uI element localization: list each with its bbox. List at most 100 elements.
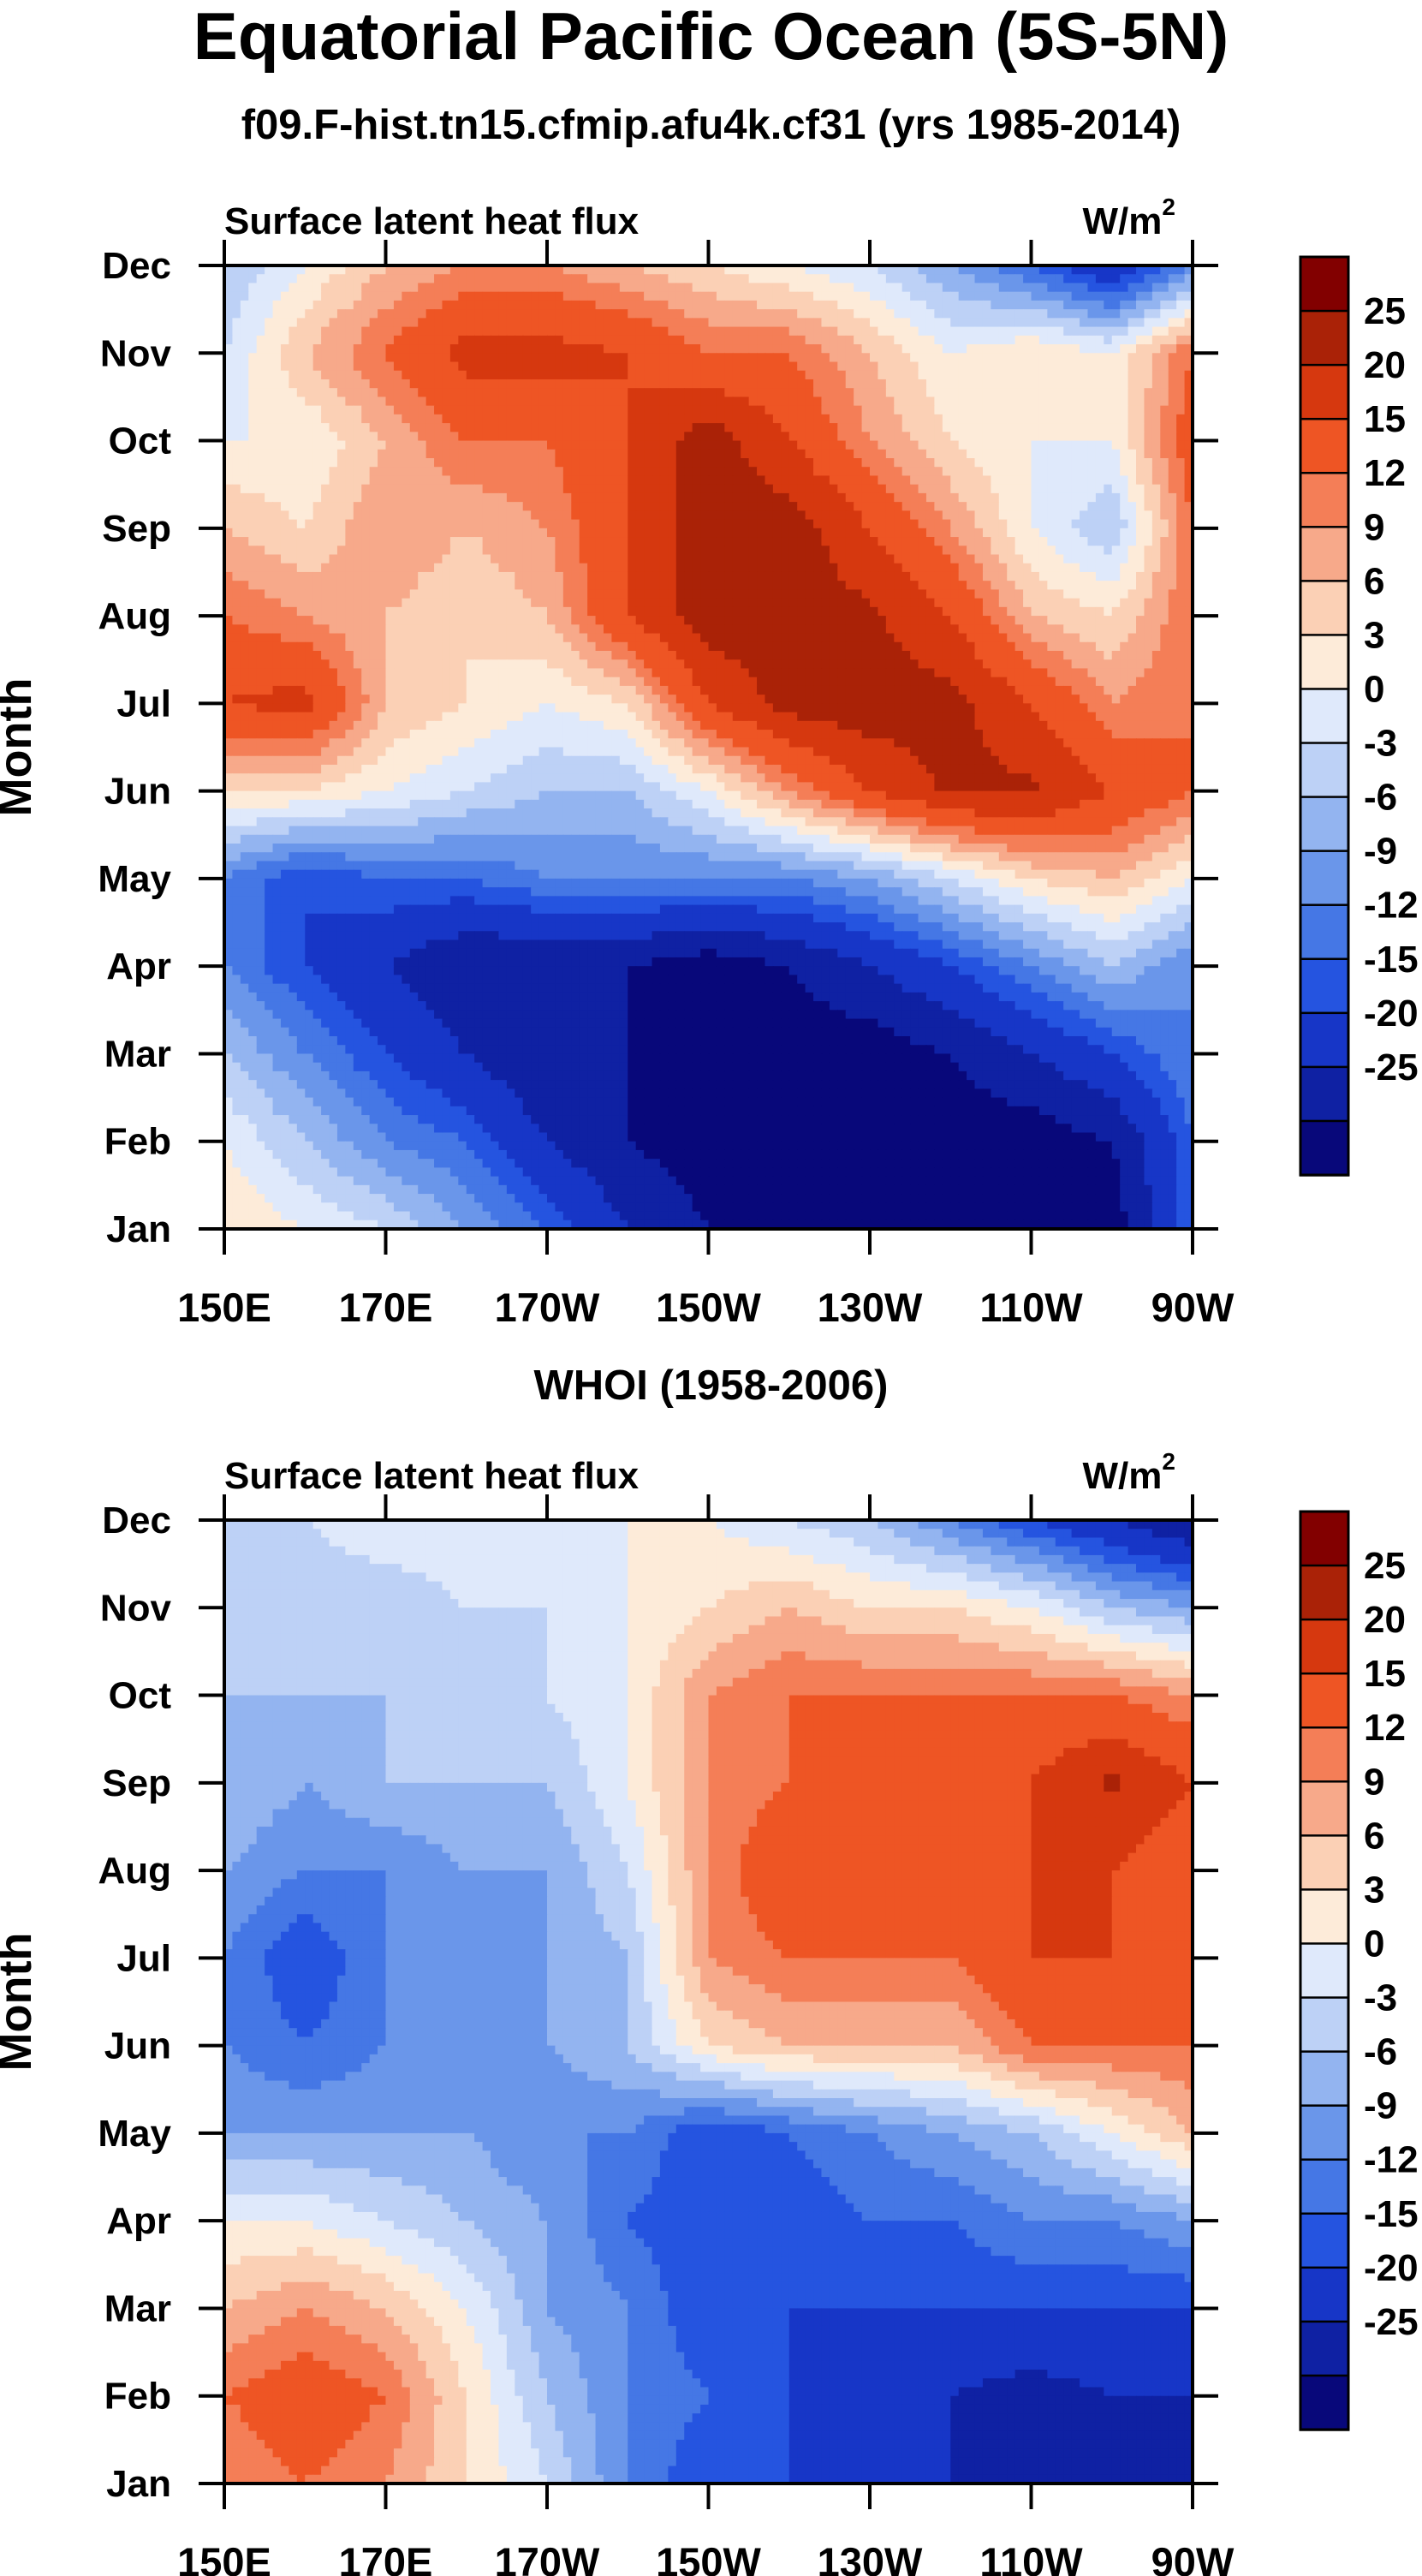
contour-cell [659,519,669,529]
contour-cell [635,397,645,407]
contour-cell [280,300,290,310]
contour-cell [1080,546,1089,556]
contour-cell [1184,397,1193,407]
contour-cell [910,554,919,564]
contour-cell [1120,598,1129,608]
contour-cell [619,624,628,635]
contour-cell [700,458,710,468]
contour-cell [628,291,637,301]
contour-cell [1047,309,1056,319]
contour-cell [1071,563,1080,573]
contour-cell [353,274,362,284]
contour-cell [1184,528,1193,538]
contour-cell [821,467,830,477]
contour-cell [732,300,741,310]
contour-cell [289,467,298,477]
contour-cell [998,606,1008,617]
contour-cell [991,265,1000,275]
contour-cell [272,510,282,521]
contour-cell [345,440,354,450]
contour-cell [741,537,750,546]
contour-cell [562,397,572,407]
contour-cell [240,379,249,389]
contour-cell [280,309,290,319]
contour-cell [901,405,911,415]
contour-cell [684,571,693,581]
contour-cell [603,414,613,424]
contour-cell [579,344,588,354]
contour-cell [901,519,911,529]
contour-cell [950,510,960,521]
contour-cell [515,624,524,635]
contour-cell [1184,309,1193,319]
contour-cell [272,318,282,328]
contour-cell [974,554,984,564]
contour-cell [1063,598,1073,608]
contour-cell [1071,589,1080,599]
contour-cell [1014,616,1024,625]
contour-cell [256,546,265,556]
contour-cell [950,423,960,432]
contour-cell [628,388,637,398]
contour-cell [1176,265,1186,275]
contour-cell [1087,475,1097,486]
contour-cell [950,554,960,564]
contour-cell [409,528,419,538]
contour-cell [482,528,491,538]
contour-cell [1014,370,1024,380]
contour-cell [998,458,1008,468]
contour-cell [393,624,402,635]
contour-cell [579,484,588,494]
contour-cell [974,414,984,424]
contour-cell [925,606,935,617]
contour-cell [684,379,693,389]
contour-cell [829,397,838,407]
contour-cell [732,432,741,442]
contour-cell [974,274,984,284]
contour-cell [458,370,467,380]
contour-cell [1014,528,1024,538]
contour-cell [675,344,685,354]
contour-cell [934,432,943,442]
contour-cell [885,475,895,486]
contour-cell [635,510,645,521]
contour-cell [369,353,378,363]
contour-cell [402,484,411,494]
contour-cell [741,571,750,581]
contour-cell [506,519,515,529]
contour-cell [1087,379,1097,389]
contour-cell [991,414,1000,424]
contour-cell [248,502,258,511]
contour-cell [1031,370,1040,380]
contour-cell [1176,291,1186,301]
contour-cell [974,432,984,442]
contour-cell [1104,510,1113,521]
contour-cell [1095,440,1104,450]
contour-cell [878,449,887,459]
contour-cell [772,581,782,591]
contour-cell [1071,432,1080,442]
contour-cell [1038,606,1048,617]
contour-cell [305,502,314,511]
contour-cell [425,318,435,328]
contour-cell [659,344,669,354]
contour-cell [788,344,798,354]
contour-cell [925,274,935,284]
contour-cell [491,414,500,424]
contour-cell [1160,353,1169,363]
contour-cell [741,283,750,293]
contour-cell [289,274,298,284]
contour-cell [409,510,419,521]
contour-cell [716,318,725,328]
contour-cell [741,370,750,380]
contour-cell [797,283,806,293]
contour-cell [788,318,798,328]
contour-cell [418,598,427,608]
contour-cell [458,502,467,511]
contour-cell [878,300,887,310]
contour-cell [321,554,330,564]
contour-cell [741,274,750,284]
contour-cell [837,502,847,511]
contour-cell [466,274,475,284]
contour-cell [240,546,249,556]
